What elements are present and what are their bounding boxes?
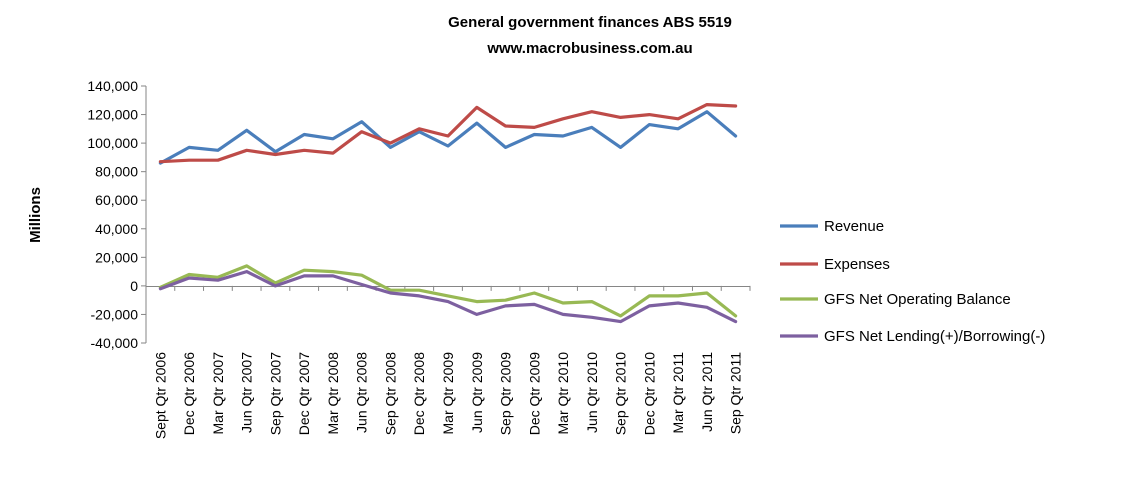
x-tick-label: Jun Qtr 2007 xyxy=(239,352,255,433)
x-tick-label: Jun Qtr 2011 xyxy=(699,352,715,432)
x-tick-label: Mar Qtr 2009 xyxy=(440,352,456,435)
series-line-3 xyxy=(158,270,738,324)
x-tick-label: Sept Qtr 2006 xyxy=(152,352,168,439)
x-tick-label: Jun Qtr 2009 xyxy=(469,352,485,433)
x-tick-label: Sep Qtr 2007 xyxy=(267,352,283,435)
y-axis-title: Millions xyxy=(27,187,44,243)
y-tick-label: 140,000 xyxy=(87,78,138,94)
x-tick-label: Sep Qtr 2008 xyxy=(382,352,398,435)
chart-subtitle: www.macrobusiness.com.au xyxy=(486,40,692,57)
x-tick-label: Dec Qtr 2009 xyxy=(526,352,542,435)
series-lines xyxy=(158,102,738,324)
x-tick-label: Sep Qtr 2011 xyxy=(728,352,744,434)
x-tick-label: Mar Qtr 2008 xyxy=(325,352,341,435)
y-tick-label: -20,000 xyxy=(91,306,139,322)
y-tick-label: 100,000 xyxy=(87,135,138,151)
y-tick-label: 0 xyxy=(130,278,138,294)
legend-label: Expenses xyxy=(824,256,890,273)
x-tick-label: Sep Qtr 2010 xyxy=(613,352,629,435)
y-axis-ticks: -40,000 -20,000 0 20,000 40,000 60,000 80,000 1… xyxy=(87,78,146,351)
y-tick-label: 60,000 xyxy=(95,192,138,208)
x-tick-label: Jun Qtr 2008 xyxy=(354,352,370,433)
x-tick-label: Dec Qtr 2010 xyxy=(641,352,657,435)
y-tick-label: -40,000 xyxy=(91,335,139,351)
y-tick-label: 20,000 xyxy=(95,249,138,265)
x-tick-label: Dec Qtr 2007 xyxy=(296,352,312,435)
y-tick-label: 120,000 xyxy=(87,107,138,123)
legend: Revenue Expenses GFS Net Operating Balance… xyxy=(780,218,1045,345)
x-tick-label: Mar Qtr 2010 xyxy=(555,352,571,435)
legend-label: Revenue xyxy=(824,218,884,235)
series-line-1 xyxy=(158,102,738,164)
chart-title: General government finances ABS 5519 xyxy=(448,14,732,31)
y-tick-label: 80,000 xyxy=(95,164,138,180)
x-tick-label: Mar Qtr 2011 xyxy=(670,352,686,434)
series-line-2 xyxy=(158,264,738,318)
y-tick-label: 40,000 xyxy=(95,221,138,237)
x-tick-label: Sep Qtr 2009 xyxy=(498,352,514,435)
x-tick-label: Dec Qtr 2006 xyxy=(181,352,197,435)
legend-label: GFS Net Operating Balance xyxy=(824,291,1011,308)
x-tick-label: Mar Qtr 2007 xyxy=(210,352,226,435)
x-tick-label: Jun Qtr 2010 xyxy=(584,352,600,433)
series-line-0 xyxy=(158,110,738,165)
x-tick-label: Dec Qtr 2008 xyxy=(411,352,427,435)
x-axis-ticks: Sept Qtr 2006 Dec Qtr 2006 Mar Qtr 2007 Jun… xyxy=(145,285,751,439)
legend-label: GFS Net Lending(+)/Borrowing(-) xyxy=(824,328,1045,345)
